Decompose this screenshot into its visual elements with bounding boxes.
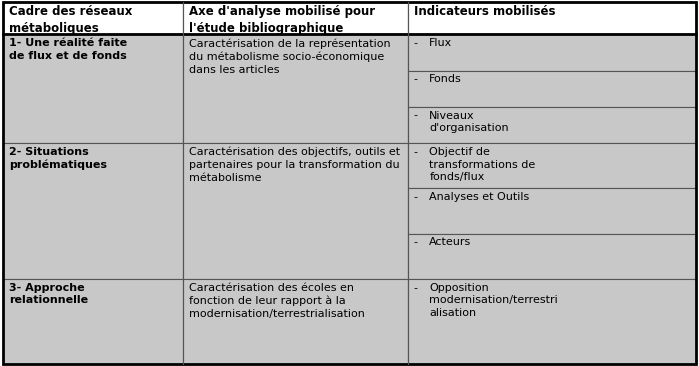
Text: Axe d'analyse mobilisé pour
l'étude bibliographique: Axe d'analyse mobilisé pour l'étude bibl… [189, 5, 375, 35]
Text: Flux: Flux [429, 38, 452, 48]
Bar [408, 234, 696, 279]
Text: -: - [414, 111, 418, 120]
Bar [3, 34, 183, 143]
Text: Indicateurs mobilisés: Indicateurs mobilisés [414, 5, 556, 19]
Bar [3, 279, 183, 364]
Bar [408, 143, 696, 188]
Text: -: - [414, 238, 418, 247]
Bar [408, 188, 696, 234]
Bar [3, 143, 183, 279]
Bar [183, 279, 408, 364]
Text: Caractérisation de la représentation
du métabolisme socio-économique
dans les ar: Caractérisation de la représentation du … [189, 38, 391, 75]
Bar [408, 34, 696, 71]
Text: -: - [414, 147, 418, 157]
Text: Caractérisation des objectifs, outils et
partenaires pour la transformation du
m: Caractérisation des objectifs, outils et… [189, 147, 400, 183]
Text: Fonds: Fonds [429, 74, 462, 84]
Text: -: - [414, 283, 418, 293]
Bar [408, 71, 696, 107]
Text: 2- Situations
problématiques: 2- Situations problématiques [9, 147, 107, 170]
Text: Objectif de
transformations de
fonds/flux: Objectif de transformations de fonds/flu… [429, 147, 535, 182]
Text: -: - [414, 38, 418, 48]
Text: -: - [414, 192, 418, 202]
Text: 1- Une réalité faite
de flux et de fonds: 1- Une réalité faite de flux et de fonds [9, 38, 127, 61]
Text: Niveaux
d'organisation: Niveaux d'organisation [429, 111, 509, 133]
Bar [408, 279, 696, 364]
Text: 3- Approche
relationnelle: 3- Approche relationnelle [9, 283, 88, 306]
Text: -: - [414, 74, 418, 84]
Bar [3, 2, 183, 34]
Text: Acteurs: Acteurs [429, 238, 472, 247]
Bar [408, 2, 696, 34]
Text: Opposition
modernisation/terrestri
alisation: Opposition modernisation/terrestri alisa… [429, 283, 558, 318]
Text: Caractérisation des écoles en
fonction de leur rapport à la
modernisation/terres: Caractérisation des écoles en fonction d… [189, 283, 365, 319]
Bar [183, 34, 408, 143]
Bar [183, 2, 408, 34]
Bar [408, 107, 696, 143]
Text: Analyses et Outils: Analyses et Outils [429, 192, 530, 202]
Text: Cadre des réseaux
métaboliques: Cadre des réseaux métaboliques [9, 5, 133, 35]
Bar [183, 143, 408, 279]
